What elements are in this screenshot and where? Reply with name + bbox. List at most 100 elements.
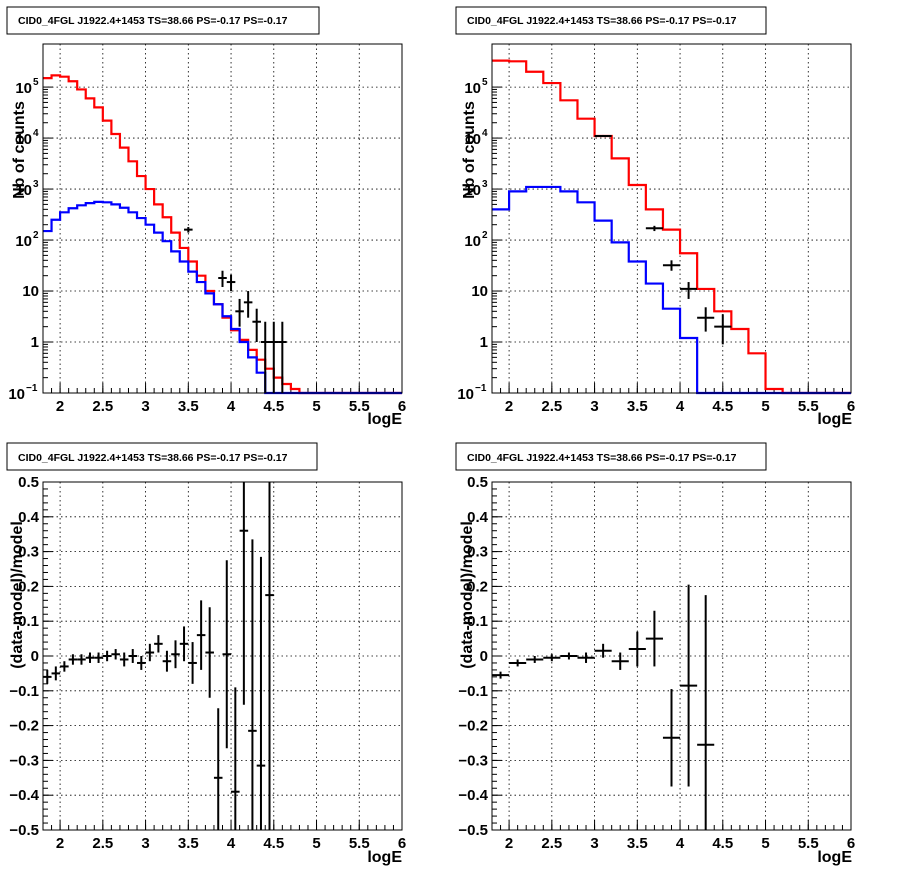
residual-point <box>94 652 103 663</box>
x-tick-label: 4 <box>227 398 236 415</box>
y-tick-label-base: 10 <box>457 386 474 403</box>
x-tick-label: 2.5 <box>541 398 562 415</box>
residual-point <box>662 689 681 787</box>
y-tick-label: −0.3 <box>458 752 488 769</box>
grid <box>492 44 852 393</box>
plot-area: 2 2.5 3 3.5 4 4.5 5 5.5 6 −0.5 −0.4 −0.3 −0.2 −0.1 0 0.… <box>9 474 406 852</box>
residual-point <box>196 600 206 670</box>
title-box <box>455 442 767 471</box>
x-tick-label: 2 <box>505 835 513 852</box>
residual-point <box>77 654 86 665</box>
residual-point <box>213 708 223 830</box>
residual-point <box>111 649 120 660</box>
model-total-series <box>43 74 402 395</box>
data-point <box>278 321 287 393</box>
y-tick-label: −0.5 <box>458 822 488 839</box>
y-tick-label: −0.3 <box>9 752 39 769</box>
x-tick-label: 3.5 <box>627 398 648 415</box>
y-tick-label: 0.1 <box>18 613 39 630</box>
panel-bottom-right-residuals: CID0_4FGL J1922.4+1453 TS=38.66 PS=-0.17… <box>455 442 855 866</box>
data-point <box>594 134 612 137</box>
model-total-series <box>492 59 851 395</box>
x-tick-label: 4.5 <box>712 835 733 852</box>
y-tick-label-base: 10 <box>464 233 481 250</box>
y-tick-label-exp: 4 <box>482 128 488 139</box>
panel-title: CID0_4FGL J1922.4+1453 TS=38.66 PS=-0.17… <box>18 15 288 27</box>
y-tick-label: 0.3 <box>18 544 39 561</box>
y-tick-label: 0.3 <box>467 544 488 561</box>
x-tick-label: 5.5 <box>798 835 819 852</box>
axes: 2 2.5 3 3.5 4 4.5 5 5.5 6 −0.5 −0.4 −0.3 −0.2 −0.1 0 0.… <box>458 474 855 852</box>
x-tick-label: 4.5 <box>712 398 733 415</box>
title-box <box>455 6 767 35</box>
panel-top-left-counts: CID0_4FGL J1922.4+1453 TS=38.66 PS=-0.17… <box>6 6 406 428</box>
x-tick-label: 5.5 <box>349 835 370 852</box>
residual-point <box>205 607 214 698</box>
x-tick-label: 3 <box>590 398 598 415</box>
y-tick-label-base: 10 <box>464 131 481 148</box>
x-tick-label: 2 <box>505 398 513 415</box>
y-tick-label-base: 10 <box>15 182 32 199</box>
x-tick-label: 4.5 <box>263 835 284 852</box>
data-point <box>714 314 732 345</box>
residual-point <box>154 635 163 653</box>
title-box <box>6 442 318 471</box>
y-tick-label-base: 10 <box>8 386 25 403</box>
y-tick-label: 0 <box>480 648 488 665</box>
y-tick-label: −0.4 <box>458 787 488 804</box>
x-tick-label: 4 <box>676 835 685 852</box>
residual-point <box>188 642 197 684</box>
y-tick-label-exp: 5 <box>482 77 488 88</box>
residual-point <box>43 669 52 684</box>
x-tick-label: 5 <box>761 398 769 415</box>
residual-point <box>509 659 527 667</box>
x-tick-label: 6 <box>398 835 406 852</box>
y-tick-label-base: 10 <box>15 233 32 250</box>
residual-point <box>145 643 155 662</box>
y-tick-label-base: 10 <box>15 80 32 97</box>
data-point <box>184 227 193 233</box>
residual-point <box>68 654 78 665</box>
x-axis-label: logE <box>817 411 852 428</box>
residual-point <box>51 666 61 681</box>
y-tick-label-exp: −1 <box>26 383 38 394</box>
panel-bottom-left-residuals: CID0_4FGL J1922.4+1453 TS=38.66 PS=-0.17… <box>6 442 406 866</box>
y-tick-label: −0.2 <box>458 718 488 735</box>
data-point <box>243 291 253 318</box>
x-tick-label: 5 <box>761 835 769 852</box>
y-tick-label-base: 10 <box>464 80 481 97</box>
y-tick-label: 0.1 <box>467 613 488 630</box>
x-tick-label: 6 <box>847 398 855 415</box>
residual-point <box>543 654 561 662</box>
x-tick-label: 2.5 <box>92 398 113 415</box>
x-tick-label: 3 <box>141 398 149 415</box>
y-tick-label: 0.2 <box>18 578 39 595</box>
x-tick-label: 6 <box>398 398 406 415</box>
panel-title: CID0_4FGL J1922.4+1453 TS=38.66 PS=-0.17… <box>467 15 737 27</box>
data-point <box>645 225 663 232</box>
plot-frame <box>491 43 852 394</box>
data-point <box>235 298 244 327</box>
y-tick-label-exp: 2 <box>33 230 39 241</box>
x-tick-label: 4 <box>676 398 685 415</box>
y-tick-label: −0.4 <box>9 787 39 804</box>
data-point <box>260 321 270 393</box>
x-tick-label: 3 <box>590 835 598 852</box>
data-point <box>226 274 236 292</box>
y-tick-label: 1 <box>31 334 39 351</box>
title-box <box>6 6 320 35</box>
residual-point <box>231 687 240 830</box>
y-tick-label: −0.1 <box>9 683 39 700</box>
x-tick-label: 2 <box>56 835 64 852</box>
residual-point <box>577 652 595 663</box>
y-tick-label: −0.2 <box>9 718 39 735</box>
y-tick-label: −0.5 <box>9 822 39 839</box>
data-point <box>252 308 261 343</box>
y-tick-label: 0.4 <box>18 509 40 526</box>
residual-point <box>222 560 232 749</box>
residual-point <box>119 652 129 667</box>
